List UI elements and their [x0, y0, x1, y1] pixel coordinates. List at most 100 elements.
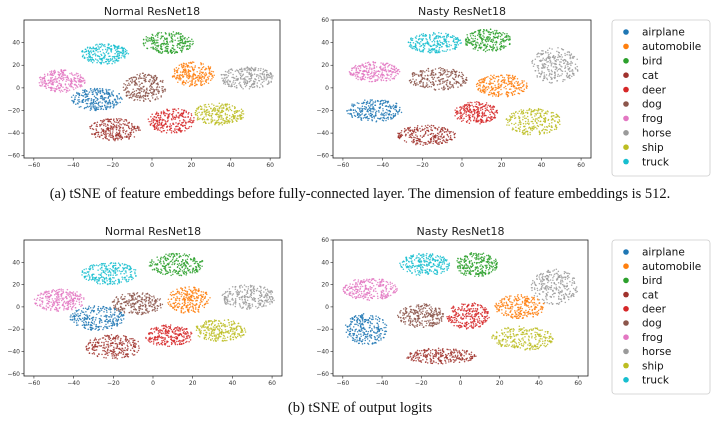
point [97, 135, 99, 137]
point [439, 79, 441, 81]
point [184, 68, 187, 70]
point [104, 136, 106, 138]
point [525, 123, 527, 125]
point [242, 113, 245, 115]
point [90, 101, 92, 104]
point [175, 116, 178, 118]
point [458, 71, 461, 74]
point [391, 68, 394, 70]
point [180, 33, 182, 35]
cluster-deer [147, 108, 195, 134]
point [174, 49, 176, 51]
point [133, 95, 135, 97]
point [468, 39, 471, 41]
point [119, 137, 121, 139]
point [538, 133, 541, 136]
point [513, 82, 516, 84]
point [192, 77, 194, 79]
point [96, 108, 99, 110]
point [242, 77, 245, 80]
point [130, 92, 133, 95]
point [363, 114, 366, 116]
point [229, 117, 231, 120]
point [503, 86, 505, 89]
point [107, 103, 110, 105]
point [427, 70, 430, 72]
point [68, 79, 70, 81]
point [259, 69, 262, 72]
point [414, 43, 417, 46]
point [384, 111, 387, 114]
point [506, 124, 508, 126]
point [240, 108, 243, 110]
point [80, 81, 82, 83]
point [568, 68, 571, 70]
point [131, 122, 133, 125]
point [161, 88, 163, 90]
point [548, 125, 550, 127]
point [180, 123, 182, 126]
point [159, 50, 161, 53]
point [100, 131, 102, 134]
point [387, 118, 390, 120]
point [490, 46, 492, 48]
point [185, 80, 188, 82]
point [467, 114, 469, 117]
point [146, 89, 148, 91]
point [97, 89, 99, 91]
point [60, 70, 63, 73]
point [183, 62, 185, 65]
point [560, 74, 562, 77]
point [245, 76, 247, 78]
point [364, 76, 367, 78]
point [254, 78, 256, 80]
point [440, 45, 443, 48]
point [504, 36, 506, 38]
point [208, 112, 211, 115]
point [203, 108, 205, 111]
point [532, 118, 535, 120]
point [130, 127, 133, 130]
x-tick-label: 0 [150, 162, 154, 169]
point [153, 116, 155, 118]
point [205, 112, 207, 114]
point [120, 136, 122, 138]
point [99, 87, 101, 90]
point [538, 55, 540, 58]
point [441, 87, 443, 89]
point [366, 61, 369, 64]
point [472, 38, 474, 40]
x-tick-label: 60 [266, 162, 274, 169]
point [181, 46, 183, 49]
point [118, 129, 120, 131]
point [200, 114, 202, 116]
point [487, 110, 490, 112]
point [134, 127, 137, 130]
point [259, 75, 262, 78]
point [367, 108, 370, 110]
point [73, 88, 75, 91]
point [135, 78, 138, 81]
point [138, 126, 140, 128]
point [220, 118, 222, 120]
point [189, 84, 192, 86]
point [150, 120, 152, 123]
point [521, 81, 524, 84]
point [445, 32, 447, 35]
point [389, 105, 392, 108]
point [155, 78, 158, 80]
point [372, 76, 374, 78]
point [495, 88, 497, 91]
point [203, 111, 206, 113]
point [87, 97, 89, 100]
point [115, 121, 117, 123]
point [203, 116, 205, 118]
point [160, 96, 162, 98]
point [71, 73, 73, 75]
point [128, 127, 131, 130]
point [94, 96, 97, 99]
point [108, 60, 111, 62]
point [188, 72, 190, 75]
point [98, 135, 101, 138]
point [239, 76, 242, 79]
